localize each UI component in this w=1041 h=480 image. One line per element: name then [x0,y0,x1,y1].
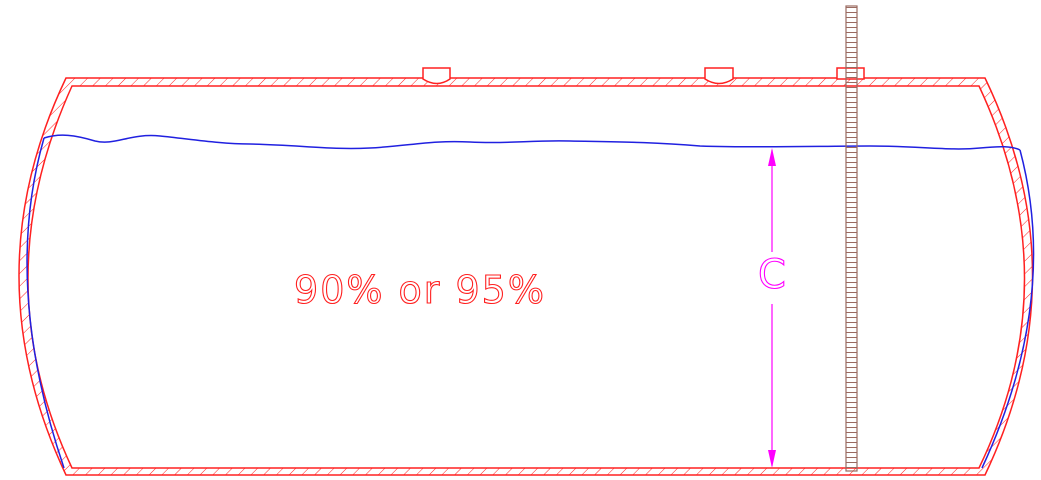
liquid-level-left-end [26,137,65,469]
top-fitting-left [422,67,451,85]
dimension-arrow-up-icon [768,148,776,166]
fill-percentage-label: 90% or 95% [294,268,546,312]
dimension-letter: C [758,252,786,298]
top-fitting-middle [704,67,734,85]
dimension-c: C [757,148,787,468]
liquid-level-right-end [981,149,1035,469]
gauge-stick [845,5,858,472]
tank-wall [18,77,1034,476]
dimension-arrow-down-icon [768,450,776,468]
liquid-level-line [43,134,1021,151]
